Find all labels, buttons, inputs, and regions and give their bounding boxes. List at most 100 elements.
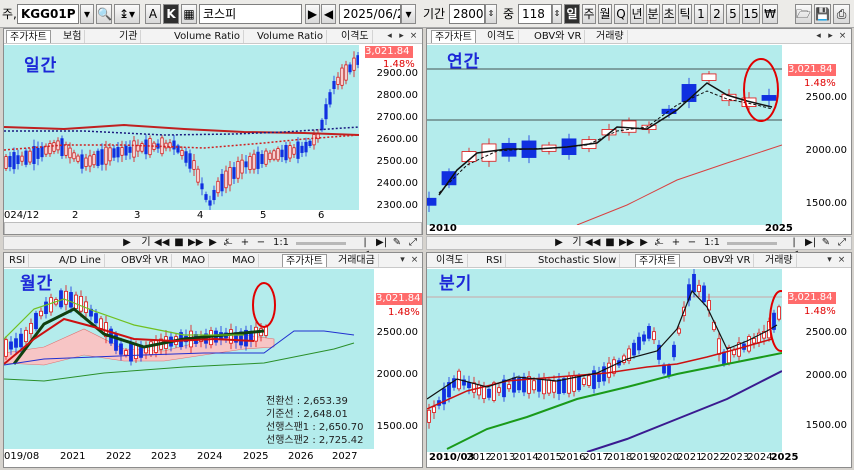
nav-minus-icon[interactable]: − [256, 237, 266, 248]
period-button-1[interactable]: 주 [582, 4, 596, 24]
nav-zoom-icon[interactable]: ⍼ [654, 237, 664, 248]
daily-tab-left-icon[interactable]: ◂ [387, 31, 392, 41]
quarterly-tab-5[interactable]: 거래량 [762, 254, 797, 267]
monthly-tab-menu-icon[interactable]: ▾ [400, 255, 405, 265]
monthly-tab-4[interactable]: MAO [229, 254, 260, 267]
period-button-9[interactable]: 2 [710, 4, 724, 24]
nav-minus-icon[interactable]: − [687, 237, 697, 248]
nav-first-icon[interactable]: |◀ [790, 237, 798, 260]
nav-slider[interactable] [727, 242, 777, 245]
nav-slider[interactable] [296, 242, 346, 245]
monthly-tab-3[interactable]: MAO [179, 254, 210, 267]
nav-stop-icon[interactable]: ■ [174, 237, 184, 248]
daily-tab-4[interactable]: Volume Ratio [254, 30, 328, 43]
period-button-6[interactable]: 초 [662, 4, 676, 24]
nav-zoom-ratio[interactable]: 1:1 [272, 237, 290, 248]
nav-next-icon[interactable]: ▶ [123, 237, 131, 248]
date-input[interactable]: 2025/06/20 [339, 4, 401, 24]
yearly-tab-3[interactable]: 거래량 [593, 30, 628, 43]
yearly-tab-2[interactable]: OBV와 VR [531, 30, 586, 43]
nav-edit-icon[interactable]: ✎ [821, 237, 831, 248]
nav-zoom-ratio[interactable]: 1:1 [703, 237, 721, 248]
count-stepper-icon[interactable]: ⇕ [552, 4, 562, 24]
period-button-4[interactable]: 년 [630, 4, 644, 24]
daily-tab-1[interactable]: 보험 [60, 30, 86, 43]
monthly-plot-area[interactable]: 월간 전환선 : 2,653.39 기준선 : 2,648.01 선행스팬1 :… [4, 269, 374, 449]
yearly-tab-left-icon[interactable]: ◂ [816, 31, 821, 41]
period-stepper-icon[interactable]: ⇕ [485, 4, 497, 24]
daily-tab-5[interactable]: 이격도 [338, 30, 373, 43]
period-button-10[interactable]: 5 [726, 4, 740, 24]
nav-fastforward-icon[interactable]: ▶▶ [188, 237, 204, 248]
print-icon[interactable]: ⎙ [833, 4, 850, 24]
quarterly-tab-3[interactable]: 주가차트 [635, 254, 680, 267]
stock-code-input[interactable]: KGG01P [17, 4, 79, 24]
period-button-0[interactable]: 일 [564, 4, 580, 24]
quarterly-plot-area[interactable]: 분기 [427, 269, 782, 452]
nav-edit-icon[interactable]: ✎ [392, 237, 402, 248]
yearly-plot-area[interactable]: 연간 [427, 45, 782, 225]
daily-plot-area[interactable]: 일간 [4, 45, 359, 210]
yearly-tab-right-icon[interactable]: ▸ [828, 31, 833, 41]
code-dropdown-icon[interactable]: ▾ [80, 4, 94, 24]
save-icon[interactable]: 💾 [814, 4, 831, 24]
period-button-12[interactable]: ₩ [762, 4, 778, 24]
a-button[interactable]: A [145, 4, 161, 24]
period-button-7[interactable]: 틱 [678, 4, 692, 24]
quarterly-tab-0[interactable]: 이격도 [433, 254, 468, 267]
nav-expand-icon[interactable]: ⤢ [838, 237, 846, 248]
monthly-tab-2[interactable]: OBV와 VR [118, 254, 173, 267]
quarterly-tab-1[interactable]: RSI [483, 254, 507, 267]
candle-body [427, 197, 437, 206]
monthly-tab-close-icon[interactable]: × [410, 255, 419, 265]
period-button-8[interactable]: 1 [694, 4, 708, 24]
monthly-tab-5[interactable]: 주가차트 [282, 254, 327, 267]
nav-plus-icon[interactable]: + [671, 237, 681, 248]
k-button[interactable]: K [163, 4, 179, 24]
daily-tab-2[interactable]: 기관 [116, 30, 142, 43]
period-button-11[interactable]: 15 [742, 4, 760, 24]
quarterly-tab-close-icon[interactable]: × [837, 255, 846, 265]
period-button-2[interactable]: 월 [598, 4, 612, 24]
nav-last-icon[interactable]: ▶| [805, 237, 817, 248]
prev-icon[interactable]: ◀ [321, 4, 336, 24]
nav-expand-icon[interactable]: ⤢ [409, 237, 417, 248]
folder-icon[interactable]: 🗁 [795, 4, 812, 24]
daily-tab-close-icon[interactable]: × [409, 31, 418, 41]
nav-last-icon[interactable]: ▶| [376, 237, 388, 248]
monthly-tab-6[interactable]: 거래대금 [335, 254, 379, 267]
candle-body [268, 152, 272, 160]
nav-rewind-icon[interactable]: ◀◀ [585, 237, 601, 248]
quarterly-tab-menu-icon[interactable]: ▾ [827, 255, 832, 265]
period-button-3[interactable]: Q [614, 4, 628, 24]
yearly-tab-0[interactable]: 주가차트 [431, 30, 476, 43]
period-input[interactable]: 2800 [449, 4, 485, 24]
grid-icon[interactable]: ▦ [181, 4, 197, 24]
search-icon[interactable]: 🔍 [96, 4, 112, 24]
quarterly-tab-2[interactable]: Stochastic Slow [535, 254, 621, 267]
quarterly-tab-4[interactable]: OBV와 VR [700, 254, 755, 267]
nav-rewind-icon[interactable]: ◀◀ [154, 237, 170, 248]
count-input[interactable]: 118 [518, 4, 552, 24]
yearly-title: 연간 [447, 52, 481, 72]
nav-play-icon[interactable]: ▶ [209, 237, 217, 248]
nav-fastforward-icon[interactable]: ▶▶ [619, 237, 635, 248]
nav-plus-icon[interactable]: + [240, 237, 250, 248]
nav-play-icon[interactable]: ▶ [640, 237, 648, 248]
nav-next-icon[interactable]: ▶ [555, 237, 563, 248]
play-icon[interactable]: ▶ [305, 4, 320, 24]
date-dropdown-icon[interactable]: ▾ [401, 4, 416, 24]
nav-first-icon[interactable]: |◀ [361, 237, 369, 260]
sort-order-icon[interactable]: ↨▾ [114, 4, 140, 24]
yearly-tab-1[interactable]: 이격도 [484, 30, 519, 43]
daily-tab-0[interactable]: 주가차트 [6, 30, 51, 43]
nav-stop-icon[interactable]: ■ [605, 237, 615, 248]
daily-tab-3[interactable]: Volume Ratio [171, 30, 245, 43]
candle-body [642, 334, 646, 342]
nav-zoom-icon[interactable]: ⍼ [223, 237, 233, 248]
monthly-tab-1[interactable]: A/D Line [56, 254, 105, 267]
period-button-5[interactable]: 분 [646, 4, 660, 24]
daily-tab-right-icon[interactable]: ▸ [399, 31, 404, 41]
yearly-tab-close-icon[interactable]: × [838, 31, 847, 41]
monthly-tab-0[interactable]: RSI [6, 254, 30, 267]
